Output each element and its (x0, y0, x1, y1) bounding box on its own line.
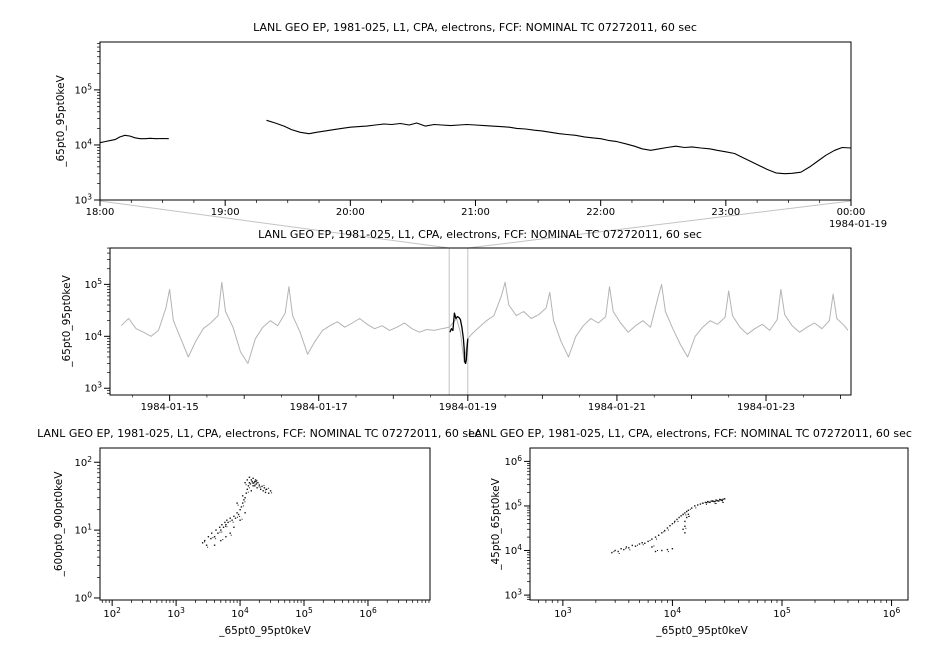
tick-label: 106 (504, 454, 522, 468)
tick-label: 103 (167, 606, 185, 620)
connector-line-right (467, 200, 852, 249)
tick-label: 105 (74, 82, 92, 96)
plot-frame (109, 247, 852, 396)
tick-label: 103 (74, 193, 92, 207)
tick-label: 00:00 (837, 207, 866, 218)
scatter-left-y-axis-label[interactable]: _600pt0_900pt0keV (53, 471, 65, 578)
y-axis[interactable]: 103 104 105 (74, 43, 100, 207)
scatter-right-panel[interactable]: 103 104 105 106 103 104 105 106 (504, 447, 909, 620)
x-axis[interactable]: 103 104 105 106 (538, 600, 901, 620)
panels: 103 104 105 18:00 19:00 20:00 21:00 22:00 23:00 0… (74, 41, 909, 620)
plot-frame (99, 447, 431, 601)
tick-label: 104 (664, 606, 682, 620)
tick-label: 21:00 (461, 207, 490, 218)
scatter-points (611, 498, 726, 554)
tick-label: 1984-01-19 (439, 402, 497, 413)
connector-line-left (99, 200, 450, 249)
x-axis[interactable]: 18:00 19:00 20:00 21:00 22:00 23:00 00:00 (86, 200, 866, 218)
tick-label: 105 (504, 498, 522, 512)
tick-label: 103 (554, 606, 572, 620)
tick-label: 100 (74, 590, 92, 604)
tick-label: 19:00 (211, 207, 240, 218)
y-axis[interactable]: 100 101 102 (74, 455, 100, 605)
scatter-left-panel[interactable]: 100 101 102 102 103 104 105 106 (74, 447, 431, 620)
context-y-axis-label[interactable]: _65pt0_95pt0keV (61, 274, 73, 367)
x-axis[interactable]: 102 103 104 105 106 (101, 600, 430, 620)
scatter-right-y-axis-label[interactable]: _45pt0_65pt0keV (490, 477, 502, 570)
tick-label: 1984-01-15 (141, 402, 199, 413)
scatter-points (201, 476, 273, 548)
tick-label: 22:00 (586, 207, 615, 218)
tick-label: 105 (773, 606, 791, 620)
x-axis[interactable]: 1984-01-15 1984-01-17 1984-01-19 1984-01-21… (132, 395, 841, 413)
top-y-axis-label[interactable]: _65pt0_95pt0keV (55, 74, 67, 167)
tick-label: 18:00 (86, 207, 115, 218)
plot-frame (99, 41, 852, 201)
tick-label: 102 (103, 606, 121, 620)
context-panel-title: LANL GEO EP, 1981-025, L1, CPA, electron… (258, 228, 702, 241)
tick-label: 106 (883, 606, 901, 620)
tick-label: 20:00 (336, 207, 365, 218)
tick-label: 1984-01-23 (737, 402, 795, 413)
scatter-left-title: LANL GEO EP, 1981-025, L1, CPA, electron… (37, 427, 481, 440)
scatter-left-x-axis-label[interactable]: _65pt0_95pt0keV (218, 625, 311, 637)
tick-label: 106 (359, 606, 377, 620)
tick-label: 105 (295, 606, 313, 620)
plot-frame (529, 447, 909, 601)
tick-label: 101 (74, 523, 92, 537)
tick-label: 1984-01-21 (588, 402, 646, 413)
tick-label: 104 (231, 606, 249, 620)
top-panel-title: LANL GEO EP, 1981-025, L1, CPA, electron… (253, 21, 697, 34)
y-axis[interactable]: 103 104 105 (84, 247, 110, 395)
tick-label: 103 (504, 588, 522, 602)
tick-label: 104 (74, 137, 92, 151)
scatter-right-title: LANL GEO EP, 1981-025, L1, CPA, electron… (468, 427, 912, 440)
tick-label: 104 (504, 543, 522, 557)
tick-label: 104 (84, 329, 102, 343)
top-panel[interactable]: 103 104 105 18:00 19:00 20:00 21:00 22:00 23:00 0… (74, 41, 866, 218)
tick-label: 1984-01-17 (290, 402, 348, 413)
tick-label: 23:00 (711, 207, 740, 218)
y-axis[interactable]: 103 104 105 106 (504, 454, 530, 602)
top-x-axis-date-label: 1984-01-19 (829, 219, 887, 230)
highlight-region-box[interactable] (448, 247, 469, 396)
tick-label: 103 (84, 381, 102, 395)
series-line-selected-interval (449, 312, 469, 365)
scatter-right-x-axis-label[interactable]: _65pt0_95pt0keV (655, 625, 748, 637)
series-line-_65pt0_95pt0keV (99, 119, 852, 175)
tick-label: 105 (84, 277, 102, 291)
tick-label: 102 (74, 455, 92, 469)
series-line-context-series (120, 281, 849, 364)
